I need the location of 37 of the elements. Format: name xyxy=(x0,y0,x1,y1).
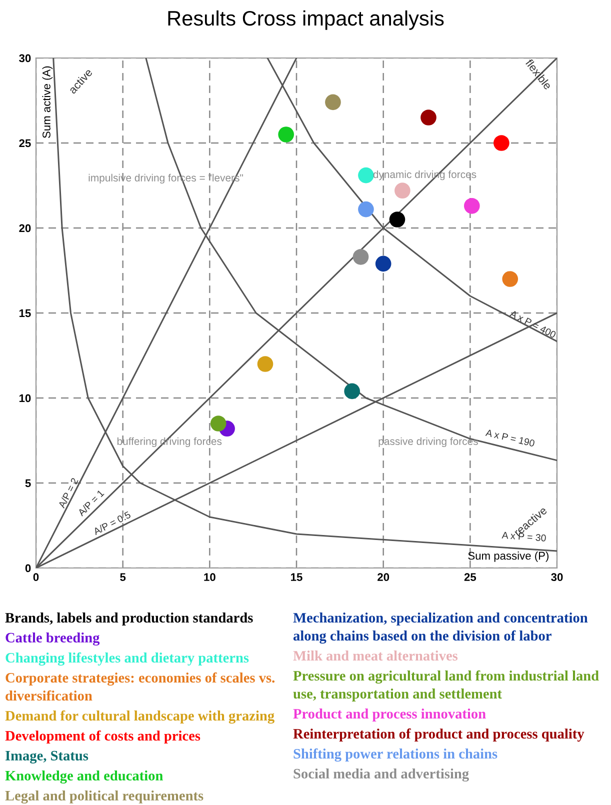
y-tick-label: 30 xyxy=(19,54,31,62)
text: Demand for cultural landscape with grazing xyxy=(5,710,274,724)
x-tick-label: 25 xyxy=(464,573,476,582)
y-tick-label: 10 xyxy=(19,394,31,402)
text: Corporate strategies: economies of scales vs. diversification xyxy=(6,672,275,701)
annotation: A x P = 400 xyxy=(509,310,556,338)
y-tick-label: 25 xyxy=(19,139,31,148)
x-tick-label: 5 xyxy=(120,573,126,582)
y-tick-label: 15 xyxy=(19,309,31,318)
text: Shifting power relations in chains xyxy=(294,748,498,762)
text: Changing lifestyles and dietary patterns xyxy=(6,652,249,666)
text: Brands, labels and production standards xyxy=(5,612,253,626)
y-tick-label: 5 xyxy=(25,479,31,488)
x-tick-label: 30 xyxy=(551,573,563,582)
text: Cattle breeding xyxy=(6,632,100,646)
annotation: A x P = 190 xyxy=(485,429,535,447)
annotation: A/P = 2 xyxy=(58,477,78,509)
text: Image, Status xyxy=(5,750,88,764)
x-tick-label: 10 xyxy=(204,573,216,582)
annotation: passive driving forces xyxy=(378,437,478,448)
text: Reinterpretation of product and process quality xyxy=(293,728,584,742)
chart-title: Results Cross impact analysis xyxy=(168,10,444,30)
text: Knowledge and education xyxy=(5,770,163,784)
text: Product and process innovation xyxy=(293,708,486,722)
text: Development of costs and prices xyxy=(5,730,200,744)
x-axis-title: Sum passive (P) xyxy=(468,552,548,562)
text: Legal and political requirements xyxy=(5,790,204,804)
y-axis-title: Sum active (A) xyxy=(42,66,53,138)
y-tick-label: 0 xyxy=(25,564,31,572)
text: Social media and advertising xyxy=(294,768,469,782)
x-tick-label: 15 xyxy=(291,573,302,582)
x-tick-label: 0 xyxy=(33,573,39,582)
y-tick-label: 20 xyxy=(19,224,31,232)
text: Mechanization, specialization and concentration along chains based on the division of labor xyxy=(293,612,588,644)
x-tick-label: 20 xyxy=(378,573,390,582)
text: Pressure on agricultural land from industrial land use, transportation and settlement xyxy=(293,670,599,702)
text: Milk and meat alternatives xyxy=(293,650,458,661)
